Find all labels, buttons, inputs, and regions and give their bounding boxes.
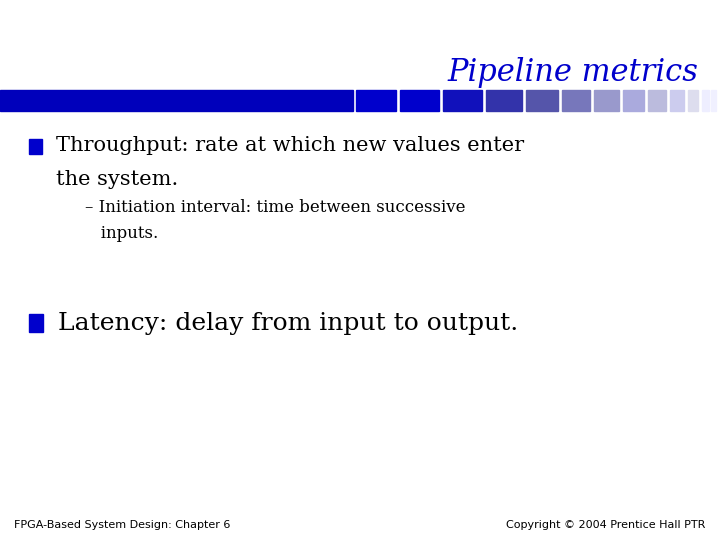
Text: inputs.: inputs. — [85, 225, 158, 242]
Text: Throughput: rate at which new values enter: Throughput: rate at which new values ent… — [56, 136, 524, 155]
Text: – Initiation interval: time between successive: – Initiation interval: time between succ… — [85, 199, 465, 216]
Text: the system.: the system. — [56, 170, 179, 188]
Text: Latency: delay from input to output.: Latency: delay from input to output. — [58, 312, 518, 335]
Text: Pipeline metrics: Pipeline metrics — [448, 57, 698, 87]
Text: FPGA-Based System Design: Chapter 6: FPGA-Based System Design: Chapter 6 — [14, 520, 231, 530]
Text: Copyright © 2004 Prentice Hall PTR: Copyright © 2004 Prentice Hall PTR — [506, 520, 706, 530]
